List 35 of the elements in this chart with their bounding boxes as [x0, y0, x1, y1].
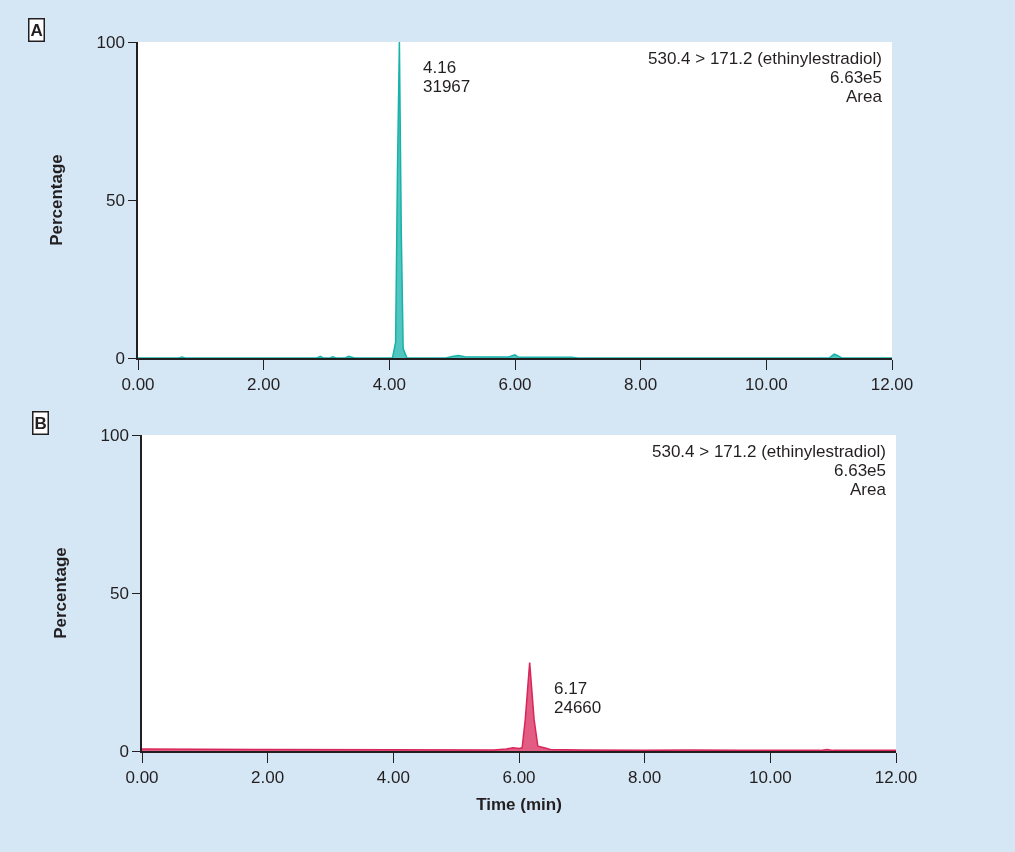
y-axis-title: Percentage [46, 154, 66, 246]
x-tick-label: 4.00 [376, 768, 410, 788]
x-tick-label: 12.00 [874, 768, 918, 788]
x-tick-label: 8.00 [628, 768, 662, 788]
text: B [34, 413, 47, 433]
y-tick-label: 0 [119, 741, 129, 761]
x-tick-label: 4.00 [372, 375, 406, 395]
annotation: 24660 [554, 698, 602, 717]
y-tick-label: 50 [109, 583, 129, 603]
y-tick-label: 0 [115, 348, 125, 368]
annotation: 31967 [423, 77, 471, 96]
y-tick-label: 100 [96, 32, 125, 52]
annotation: 6.63e5 [830, 68, 882, 87]
annotation: 530.4 > 171.2 (ethinylestradiol) [648, 49, 882, 68]
x-tick-label: 8.00 [624, 375, 658, 395]
x-axis-title: Time (min) [476, 795, 562, 815]
annotation: Area [846, 87, 883, 106]
annotation: 6.63e5 [834, 461, 886, 480]
x-tick-label: 0.00 [121, 375, 155, 395]
annotation: 4.16 [423, 58, 457, 77]
x-tick-label: 12.00 [870, 375, 914, 395]
annotation: Area [850, 480, 887, 499]
y-axis-title: Percentage [50, 547, 70, 639]
text: A [30, 20, 43, 40]
annotation: 530.4 > 171.2 (ethinylestradiol) [652, 442, 886, 461]
x-tick-label: 2.00 [251, 768, 285, 788]
x-tick-label: 6.00 [502, 768, 536, 788]
x-tick-label: 10.00 [745, 375, 788, 395]
x-tick-label: 2.00 [247, 375, 281, 395]
x-tick-label: 6.00 [498, 375, 532, 395]
y-tick-label: 50 [105, 190, 125, 210]
annotation: 6.17 [554, 679, 588, 698]
x-tick-label: 10.00 [749, 768, 792, 788]
x-tick-label: 0.00 [125, 768, 159, 788]
y-tick-label: 100 [100, 425, 129, 445]
